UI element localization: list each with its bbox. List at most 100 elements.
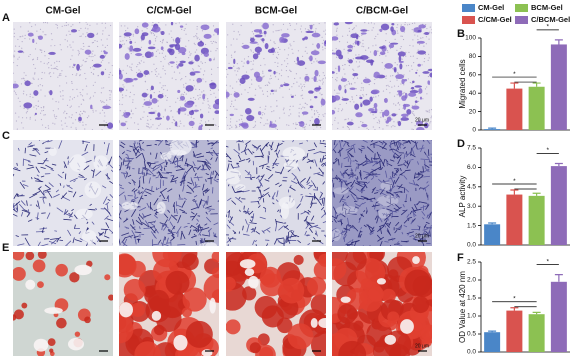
pore (90, 97, 91, 98)
pore (208, 107, 209, 108)
pore (151, 32, 152, 33)
panel-label: B (457, 28, 465, 40)
pore (60, 91, 61, 92)
void (44, 307, 63, 314)
pore (190, 98, 191, 99)
pore (131, 53, 132, 54)
panel-label: D (457, 138, 465, 150)
pore (48, 62, 49, 63)
pore (34, 73, 35, 74)
pore (119, 36, 120, 37)
void (93, 155, 108, 170)
cell (177, 90, 180, 93)
pore (167, 128, 168, 129)
pore (403, 92, 404, 93)
pore (106, 104, 107, 105)
pore (170, 30, 171, 31)
pore (155, 74, 156, 75)
pore (302, 56, 303, 57)
pore (431, 109, 432, 110)
pore (148, 107, 149, 108)
pore (54, 114, 55, 115)
pore (54, 123, 55, 124)
cell (169, 61, 175, 64)
pore (409, 24, 410, 25)
pore (35, 24, 36, 25)
cell (234, 92, 240, 98)
pore (363, 46, 364, 47)
pore (98, 75, 99, 76)
pore (260, 122, 261, 123)
pore (36, 30, 37, 31)
pore (111, 90, 112, 91)
pore (127, 65, 128, 66)
pore (216, 42, 217, 43)
pore (101, 129, 102, 130)
pore (288, 47, 289, 48)
cell (374, 50, 378, 56)
micrograph (329, 21, 434, 133)
pore (289, 23, 290, 24)
pore (179, 22, 180, 23)
pore (233, 38, 234, 39)
pore (126, 40, 127, 41)
pore (83, 60, 84, 61)
fiber (220, 150, 226, 152)
pore (277, 129, 278, 130)
pore (92, 129, 93, 130)
pore (41, 78, 42, 79)
pore (296, 82, 297, 83)
micrograph (220, 134, 334, 252)
pore (181, 78, 182, 79)
pore (172, 78, 173, 79)
pore (301, 25, 302, 26)
pore (227, 34, 228, 35)
pore (65, 39, 66, 40)
pore (248, 56, 249, 57)
pore (153, 111, 154, 112)
pore (59, 75, 60, 76)
pore (195, 89, 196, 90)
pore (247, 92, 248, 93)
pore (47, 22, 48, 23)
cell (268, 49, 274, 53)
pore (19, 46, 20, 47)
pore (119, 120, 120, 121)
nodule (421, 327, 434, 340)
y-tick-label: 2.5 (467, 259, 476, 266)
cell (280, 84, 283, 87)
pore (125, 30, 126, 31)
fiber (348, 175, 356, 176)
pore (48, 67, 49, 68)
pore (210, 94, 211, 95)
cell (420, 97, 422, 100)
scale-bar-label: 20 μm (415, 233, 429, 239)
pore (279, 117, 280, 118)
pore (124, 43, 125, 44)
pore (389, 42, 390, 43)
pore (42, 31, 43, 32)
pore (38, 78, 39, 79)
pore (29, 22, 30, 23)
fiber (143, 228, 150, 229)
pore (226, 69, 227, 70)
pore (322, 49, 323, 50)
pore (101, 101, 102, 102)
pore (293, 106, 294, 107)
pore (200, 109, 201, 110)
pore (226, 54, 227, 55)
pore (360, 42, 361, 43)
pore (78, 106, 79, 107)
pore (281, 69, 282, 70)
pore (388, 86, 389, 87)
pore (379, 122, 380, 123)
pore (159, 53, 160, 54)
pore (160, 61, 161, 62)
cell (223, 91, 230, 97)
pore (138, 129, 139, 130)
cell (161, 46, 164, 50)
pore (40, 89, 41, 90)
pore (344, 49, 345, 50)
pore (413, 114, 414, 115)
void (245, 268, 254, 276)
